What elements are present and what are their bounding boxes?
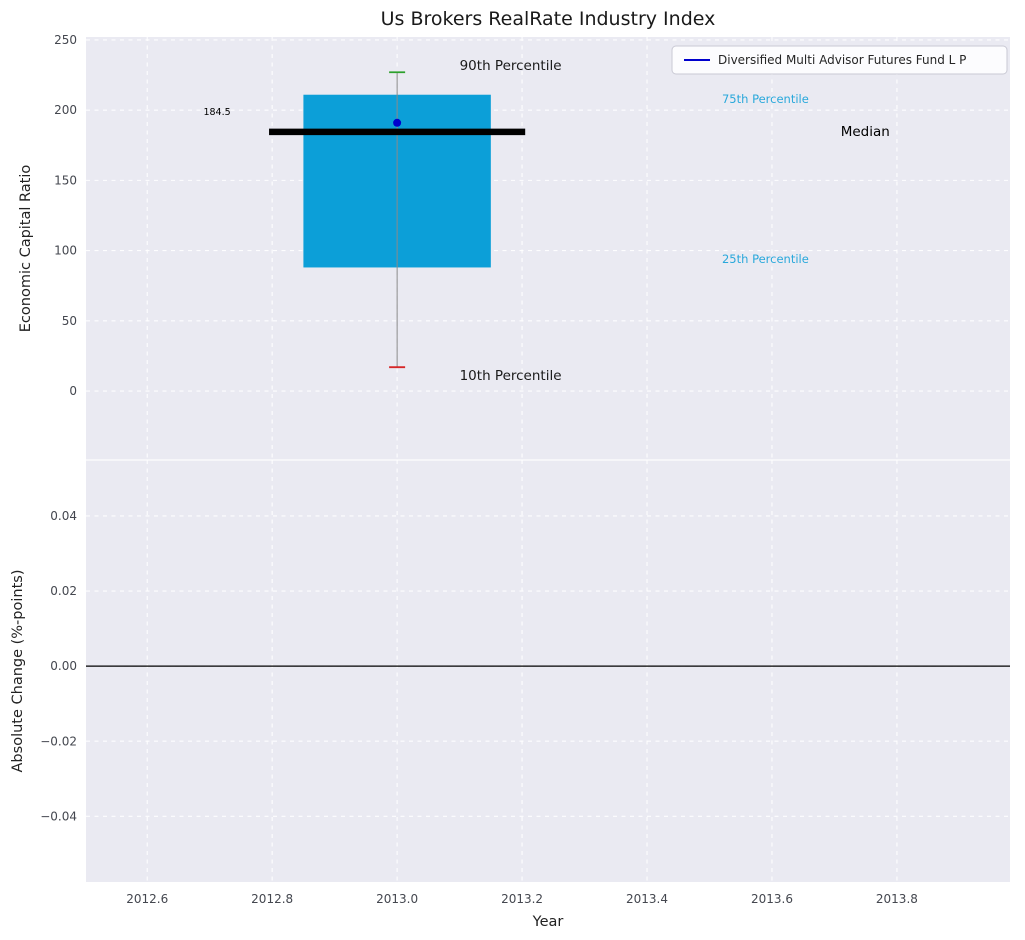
annotation-75th-percentile: 75th Percentile — [722, 92, 809, 106]
annotation-25th-percentile: 25th Percentile — [722, 252, 809, 266]
annotation-10th-percentile: 10th Percentile — [460, 368, 562, 384]
legend-label: Diversified Multi Advisor Futures Fund L… — [718, 53, 966, 67]
legend-box — [671, 45, 1008, 75]
tick-label-y: 100 — [54, 244, 77, 258]
tick-label-x: 2013.2 — [501, 892, 543, 906]
y-axis-label: Absolute Change (%-points) — [10, 570, 26, 773]
tick-label-y: 150 — [54, 173, 77, 187]
tick-label-y: 50 — [62, 314, 77, 328]
observation-point — [393, 118, 402, 127]
tick-label-y: 0 — [69, 384, 77, 398]
y-axis-label: Economic Capital Ratio — [18, 165, 34, 333]
annotation-median: Median — [841, 124, 890, 140]
x-axis-label: Year — [532, 914, 564, 930]
tick-label-x: 2013.0 — [376, 892, 418, 906]
tick-label-x: 2012.8 — [251, 892, 293, 906]
tick-label-y: 250 — [54, 33, 77, 47]
tick-label-y: 200 — [54, 103, 77, 117]
tick-label-x: 2013.6 — [751, 892, 793, 906]
median-value-label: 184.5 — [203, 107, 230, 118]
tick-label-y: −0.04 — [40, 809, 77, 823]
tick-label-y: 0.02 — [50, 584, 77, 598]
tick-label-x: 2012.6 — [126, 892, 168, 906]
axes-background — [86, 37, 1010, 460]
tick-label-y: 0.04 — [50, 509, 77, 523]
chart-title: Us Brokers RealRate Industry Index — [380, 8, 716, 30]
annotation-90th-percentile: 90th Percentile — [460, 58, 562, 74]
tick-label-x: 2013.4 — [626, 892, 668, 906]
tick-label-y: −0.02 — [40, 734, 77, 748]
tick-label-y: 0.00 — [50, 659, 77, 673]
tick-label-x: 2013.8 — [876, 892, 918, 906]
axes-background — [86, 460, 1010, 882]
